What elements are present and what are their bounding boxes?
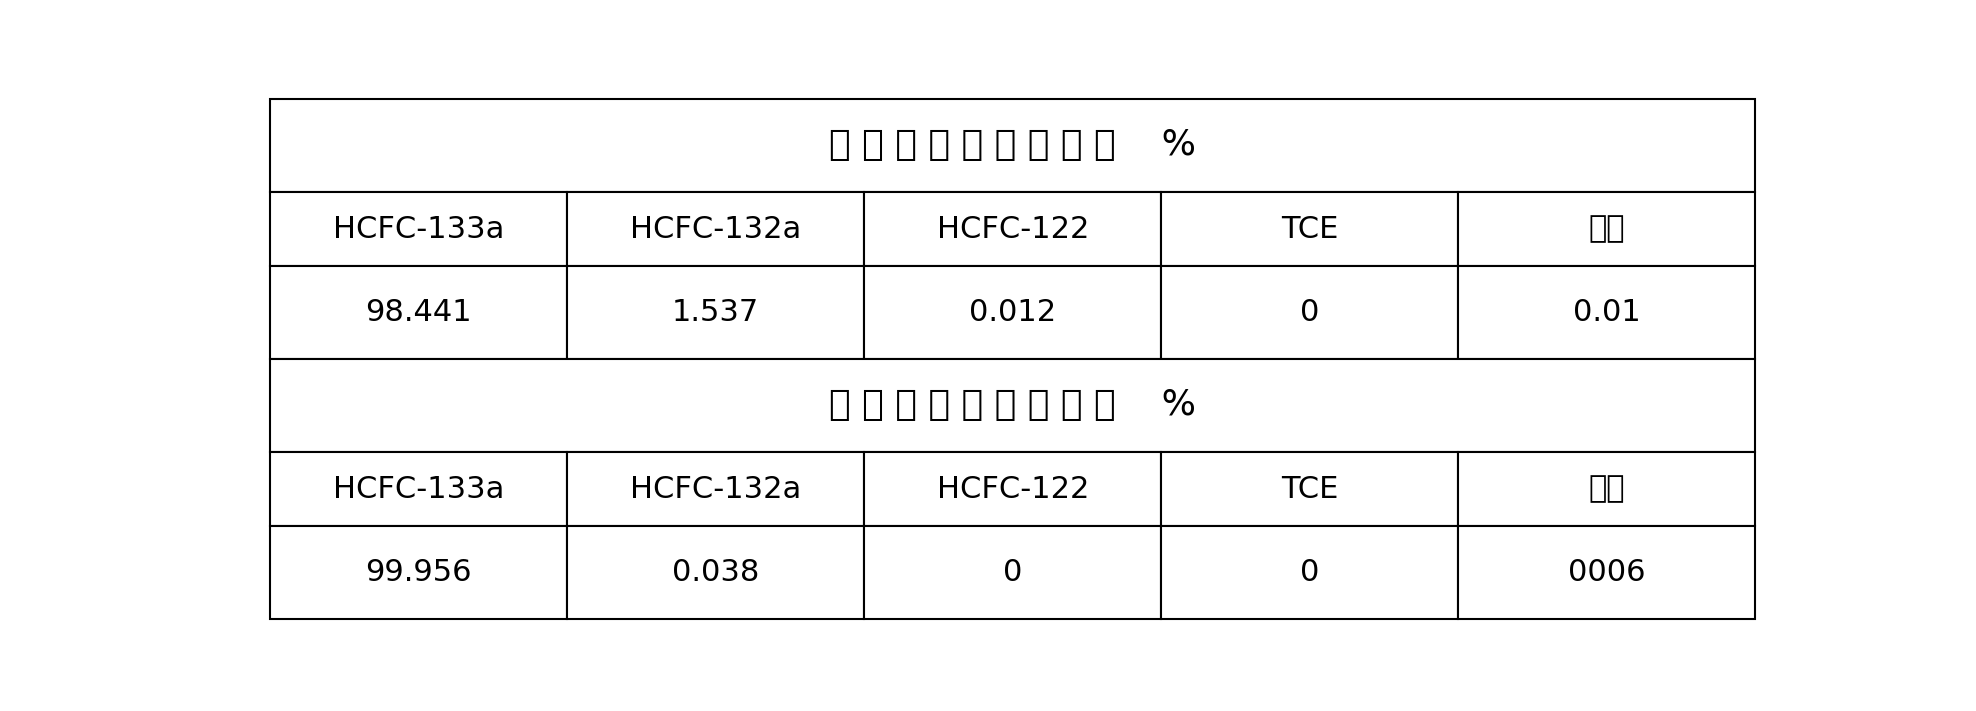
Bar [567, 266, 864, 359]
Bar [1458, 192, 1755, 266]
Text: 0: 0 [1004, 558, 1022, 587]
Text: 其它: 其它 [1589, 215, 1624, 244]
Bar [271, 452, 567, 526]
Text: HCFC-122: HCFC-122 [937, 215, 1089, 244]
Bar [1162, 266, 1458, 359]
Text: 其它: 其它 [1589, 474, 1624, 503]
Text: 0.01: 0.01 [1573, 298, 1640, 327]
Bar [864, 192, 1162, 266]
Bar [864, 452, 1162, 526]
Bar [567, 452, 864, 526]
Bar [1162, 452, 1458, 526]
Text: HCFC-133a: HCFC-133a [332, 215, 504, 244]
Bar [864, 526, 1162, 619]
Text: TCE: TCE [1280, 474, 1338, 503]
Text: TCE: TCE [1280, 215, 1338, 244]
Text: 0: 0 [1300, 558, 1320, 587]
Text: HCFC-133a: HCFC-133a [332, 474, 504, 503]
Text: 98.441: 98.441 [366, 298, 472, 327]
Bar [864, 266, 1162, 359]
Text: 反 应 回 流 塔 排 气 组 成    %: 反 应 回 流 塔 排 气 组 成 % [830, 129, 1195, 162]
Bar [271, 359, 1755, 452]
Text: HCFC-132a: HCFC-132a [630, 215, 800, 244]
Bar [1458, 452, 1755, 526]
Bar [271, 266, 567, 359]
Bar [271, 99, 1755, 192]
Text: HCFC-122: HCFC-122 [937, 474, 1089, 503]
Bar [567, 192, 864, 266]
Bar [1458, 526, 1755, 619]
Bar [1162, 192, 1458, 266]
Bar [1458, 266, 1755, 359]
Text: 0006: 0006 [1569, 558, 1646, 587]
Bar [271, 192, 567, 266]
Bar [271, 526, 567, 619]
Text: 1.537: 1.537 [672, 298, 759, 327]
Text: 0: 0 [1300, 298, 1320, 327]
Text: 分 离 塔 塔 中 出 料 组 成    %: 分 离 塔 塔 中 出 料 组 成 % [830, 388, 1195, 422]
Bar [1162, 526, 1458, 619]
Text: 99.956: 99.956 [366, 558, 472, 587]
Bar [567, 526, 864, 619]
Text: HCFC-132a: HCFC-132a [630, 474, 800, 503]
Text: 0.012: 0.012 [968, 298, 1057, 327]
Text: 0.038: 0.038 [672, 558, 759, 587]
